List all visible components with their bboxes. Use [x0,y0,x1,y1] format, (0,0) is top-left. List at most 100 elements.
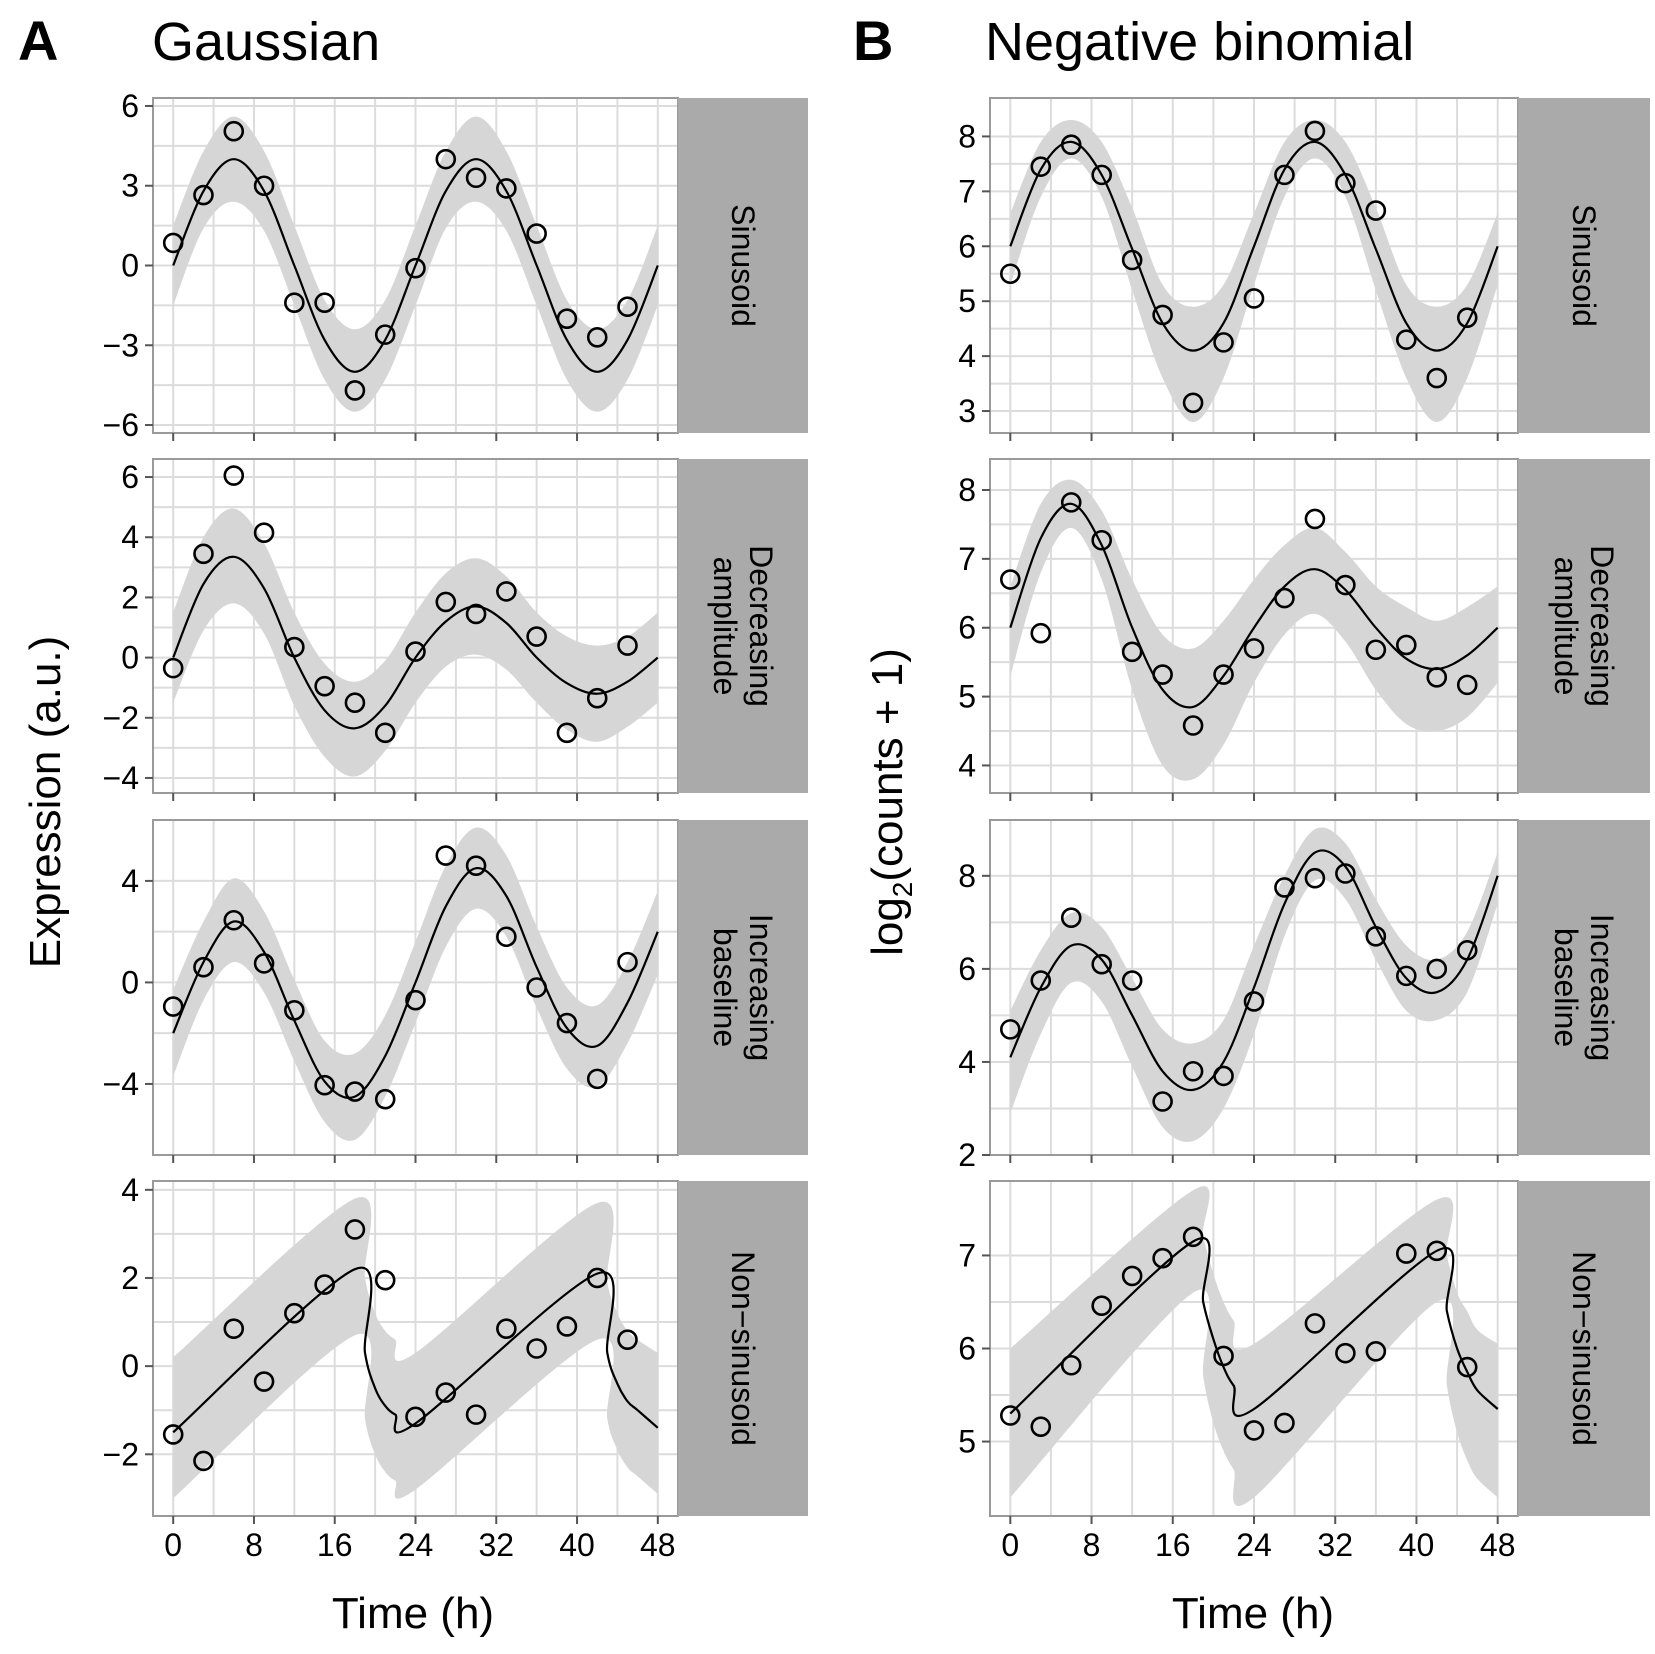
y-axis-title-b-log: log [863,897,912,956]
data-point [1213,332,1234,353]
panel-letter-b: B [853,9,893,72]
data-point [1000,1019,1021,1040]
fit-line [1009,849,1499,1092]
data-point [526,626,547,647]
data-point [1304,867,1326,889]
data-point [253,522,275,544]
data-point [1030,1416,1052,1437]
y-tick-label: 8 [958,118,976,154]
data-point [1274,877,1295,898]
data-point [586,1267,608,1289]
y-tick-label: 5 [958,283,976,319]
data-point [344,1081,366,1102]
data-point [374,1269,396,1291]
data-point [435,845,457,866]
data-point [556,308,578,329]
x-tick-label: 16 [317,1527,353,1563]
x-tick-label: 40 [1399,1527,1435,1563]
data-point [223,465,245,486]
data-point [1396,1243,1417,1264]
data-point [1365,200,1387,221]
data-point [1396,965,1417,987]
data-point [1304,1313,1326,1334]
data-point [496,1318,517,1339]
data-point [253,953,275,974]
y-tick-label: 6 [958,610,976,646]
y-tick-label: 0 [121,248,139,284]
facet-label: Increasing [743,914,779,1062]
confidence-band [173,1197,658,1499]
data-point [1335,172,1356,194]
data-point [526,1338,547,1359]
data-point [496,581,517,602]
data-point [1060,907,1082,929]
data-point [465,855,487,876]
data-point [1000,263,1021,285]
fit-line [1009,1237,1499,1417]
y-tick-label: −2 [103,700,139,736]
data-point [374,324,396,345]
facet-label: amplitude [1548,557,1584,696]
data-point [284,292,305,314]
data-point [344,380,366,401]
y-tick-label: 4 [958,1044,976,1080]
data-point [1243,991,1265,1012]
x-tick-label: 32 [478,1527,514,1563]
y-tick-label: 0 [121,1348,139,1384]
data-point [344,692,366,714]
y-tick-label: 4 [121,519,139,555]
data-point [1243,638,1265,659]
data-point [1060,1354,1082,1376]
data-point [1091,164,1112,186]
facet-label: Non−sinusoid [725,1251,761,1446]
data-point [1365,639,1387,661]
data-point [1030,970,1052,991]
data-point [162,657,184,679]
data-point [344,1219,366,1240]
data-point [496,926,517,948]
data-point [1121,249,1143,271]
facet-label: Non−sinusoid [1566,1251,1602,1446]
data-point [193,1450,214,1472]
y-tick-label: 7 [958,1237,976,1273]
data-point [223,120,245,142]
facet-strip [1518,820,1650,1155]
data-point [556,1012,578,1034]
data-point [1426,367,1448,389]
data-point [465,603,487,625]
data-point [1456,674,1478,696]
facet-label: baseline [1548,928,1584,1047]
data-point [314,1274,335,1295]
data-point [586,1068,608,1090]
data-point [253,175,275,197]
data-point [1091,1295,1112,1316]
data-point [1182,392,1204,414]
data-point [1121,1265,1143,1287]
data-point [1335,574,1356,596]
facet-label: Sinusoid [725,204,761,327]
data-point [1396,329,1417,350]
data-point [1243,288,1265,309]
data-point [1456,939,1478,961]
facet-strip [678,1181,808,1516]
y-tick-label: 5 [958,1424,976,1460]
y-axis-title-b-subscript: 2 [887,882,918,898]
data-point [1030,622,1052,644]
data-point [617,951,638,973]
y-tick-label: 2 [121,579,139,615]
facet-label: Decreasing [1584,545,1620,707]
x-tick-label: 16 [1155,1527,1191,1563]
y-tick-label: 7 [958,541,976,577]
data-point [1456,307,1478,328]
facet-strip [678,459,808,793]
data-point [1426,667,1448,688]
data-point [223,909,245,931]
facet-panel-b-0: Sinusoid 3 4 5 6 7 8 [958,97,1650,441]
x-tick-label: 0 [164,1527,182,1563]
data-point [284,636,305,658]
fit-line [1009,502,1499,709]
y-tick-label: 7 [958,173,976,209]
data-point [1152,664,1173,685]
